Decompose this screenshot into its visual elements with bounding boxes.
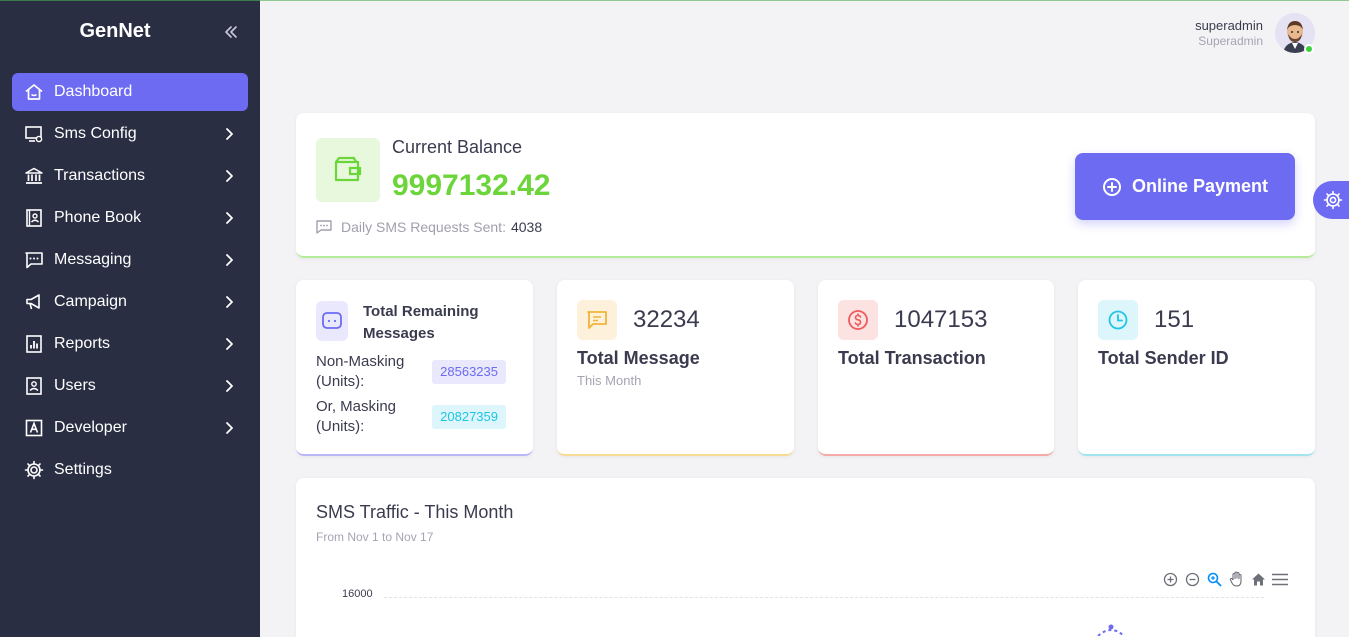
zoom-in-icon[interactable] <box>1162 571 1178 587</box>
sidebar-item-transactions[interactable]: Transactions <box>12 157 248 195</box>
sms-traffic-subtitle: From Nov 1 to Nov 17 <box>316 530 434 544</box>
total-message-label: Total Message <box>577 348 700 368</box>
y-axis-tick: 16000 <box>342 588 373 600</box>
total-sender-id-card: 151 Total Sender ID <box>1078 280 1315 456</box>
clock-icon <box>1098 300 1138 340</box>
sidebar-item-phone-book[interactable]: Phone Book <box>12 199 248 237</box>
dollar-coin-icon <box>838 300 878 340</box>
sidebar-item-settings[interactable]: Settings <box>12 451 248 489</box>
sidebar-item-messaging[interactable]: Messaging <box>12 241 248 279</box>
user-info[interactable]: superadmin Superadmin <box>1195 18 1263 48</box>
non-masking-row: Non-Masking (Units): 28563235 <box>316 352 526 392</box>
sidebar-item-campaign[interactable]: Campaign <box>12 283 248 321</box>
top-accent-line <box>0 0 1349 1</box>
sidebar-item-dashboard[interactable]: Dashboard <box>12 73 248 111</box>
sidebar-item-label: Phone Book <box>54 209 142 226</box>
user-card-icon <box>24 376 44 396</box>
chat-dots-icon <box>24 250 44 270</box>
sidebar-item-reports[interactable]: Reports <box>12 325 248 363</box>
user-role: Superadmin <box>1198 34 1263 48</box>
sidebar-item-label: Settings <box>54 461 112 478</box>
chevron-right-icon <box>224 337 234 351</box>
sms-traffic-card: SMS Traffic - This Month From Nov 1 to N… <box>296 478 1315 637</box>
remaining-title: Total Remaining Messages <box>363 303 479 342</box>
home-reset-icon[interactable] <box>1250 571 1266 587</box>
monitor-settings-icon <box>24 124 44 144</box>
chevron-right-icon <box>224 295 234 309</box>
sidebar-item-developer[interactable]: Developer <box>12 409 248 447</box>
balance-title: Current Balance <box>392 137 523 157</box>
masking-badge: 20827359 <box>432 405 506 429</box>
sidebar-nav: Dashboard Sms Config Transactions Phone … <box>12 73 248 493</box>
total-transaction-label: Total Transaction <box>838 348 986 368</box>
collapse-sidebar-icon[interactable] <box>222 22 240 42</box>
sidebar: GenNet Dashboard Sms Config Transactions <box>0 0 260 637</box>
non-masking-label: Non-Masking (Units): <box>316 353 405 390</box>
total-transaction-card: 1047153 Total Transaction <box>818 280 1054 456</box>
online-status-indicator <box>1304 44 1314 54</box>
daily-sms-requests: Daily SMS Requests Sent: 4038 <box>316 219 542 235</box>
sms-traffic-title: SMS Traffic - This Month <box>316 502 514 522</box>
sidebar-item-users[interactable]: Users <box>12 367 248 405</box>
contacts-book-icon <box>24 208 44 228</box>
message-square-icon <box>577 300 617 340</box>
sidebar-item-label: Sms Config <box>54 125 137 142</box>
total-transaction-value: 1047153 <box>894 306 988 333</box>
balance-value: 9997132.42 <box>392 169 551 202</box>
plus-circle-icon <box>1102 177 1121 196</box>
daily-sms-value: 4038 <box>510 219 543 235</box>
sidebar-item-sms-config[interactable]: Sms Config <box>12 115 248 153</box>
online-payment-label: Online Payment <box>1131 176 1269 196</box>
chevron-right-icon <box>224 169 234 183</box>
total-message-card: 32234 Total Message This Month <box>557 280 794 456</box>
gear-icon <box>24 460 44 480</box>
gear-icon <box>1323 190 1343 210</box>
home-icon <box>24 82 44 102</box>
theme-settings-button[interactable] <box>1313 181 1349 219</box>
wallet-icon <box>316 138 380 202</box>
online-payment-button[interactable]: Online Payment <box>1075 153 1295 220</box>
total-sender-id-label: Total Sender ID <box>1098 348 1229 368</box>
balance-card: Current Balance 9997132.42 Daily SMS Req… <box>296 113 1315 258</box>
sidebar-item-label: Users <box>54 377 96 394</box>
chart-gridline <box>384 597 1264 598</box>
total-message-value: 32234 <box>633 306 700 333</box>
letter-a-box-icon <box>24 418 44 438</box>
sidebar-item-label: Campaign <box>54 293 127 310</box>
sidebar-item-label: Dashboard <box>54 83 133 100</box>
chart-point-marker <box>1097 624 1125 636</box>
menu-icon[interactable] <box>1272 571 1288 587</box>
megaphone-icon <box>24 292 44 312</box>
sidebar-item-label: Transactions <box>54 167 145 184</box>
chevron-right-icon <box>224 211 234 225</box>
sidebar-item-label: Reports <box>54 335 111 352</box>
brand-logo[interactable]: GenNet <box>79 20 151 42</box>
non-masking-badge: 28563235 <box>432 360 506 384</box>
chat-bubble-icon <box>316 301 348 341</box>
magnifier-zoom-icon[interactable] <box>1206 571 1222 587</box>
message-icon <box>316 220 332 234</box>
chevron-right-icon <box>224 379 234 393</box>
chart-toolbar <box>1162 571 1288 587</box>
chevron-right-icon <box>224 421 234 435</box>
chevron-right-icon <box>224 253 234 267</box>
daily-sms-label: Daily SMS Requests Sent: <box>341 219 506 235</box>
sidebar-item-label: Developer <box>54 419 127 436</box>
remaining-messages-card: Total Remaining Messages Non-Masking (Un… <box>296 280 533 456</box>
zoom-out-icon[interactable] <box>1184 571 1200 587</box>
total-message-sub: This Month <box>577 373 642 388</box>
total-sender-id-value: 151 <box>1154 306 1195 333</box>
chevron-right-icon <box>224 127 234 141</box>
username: superadmin <box>1195 18 1263 33</box>
pan-hand-icon[interactable] <box>1228 571 1244 587</box>
masking-row: Or, Masking (Units): 20827359 <box>316 397 526 437</box>
report-chart-icon <box>24 334 44 354</box>
bank-icon <box>24 166 44 186</box>
masking-label: Or, Masking (Units): <box>316 398 397 435</box>
sidebar-item-label: Messaging <box>54 251 132 268</box>
